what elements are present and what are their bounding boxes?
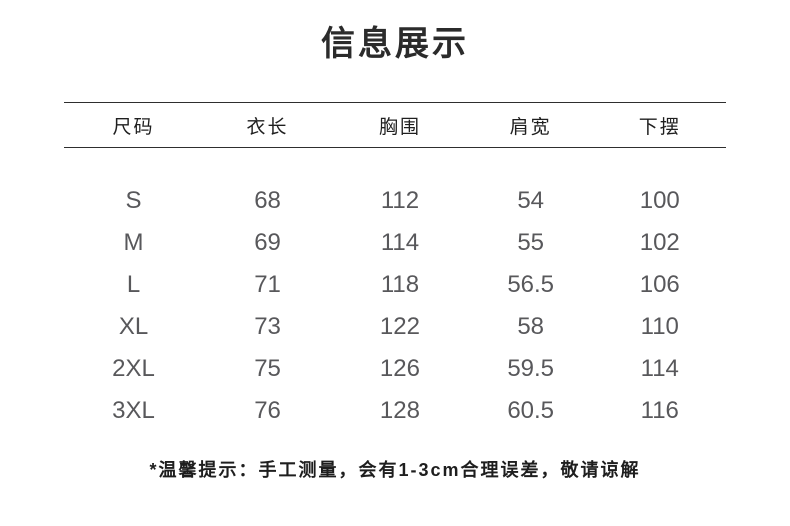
table-cell: 122 <box>379 313 420 340</box>
size-cell: L <box>126 271 141 298</box>
size-table: 尺码 衣长 胸围 肩宽 下摆 S 68 112 54 100 M 69 114 55 102 L 71 118 5… <box>64 102 726 432</box>
table-cell: 110 <box>640 313 679 340</box>
column-header: 肩宽 <box>509 116 552 138</box>
table-row: 3XL 76 128 60.5 116 <box>64 390 726 432</box>
table-row: S 68 112 54 100 <box>64 180 726 222</box>
table-cell: 75 <box>254 355 281 382</box>
measurement-disclaimer: *温馨提示：手工测量，会有1-3cm合理误差，敬请谅解 <box>149 460 641 480</box>
table-cell: 69 <box>254 229 281 256</box>
table-cell: 100 <box>639 187 680 214</box>
table-cell: 112 <box>380 187 420 214</box>
table-cell: 68 <box>254 187 281 214</box>
table-row: L 71 118 56.5 106 <box>64 264 726 306</box>
table-cell: 128 <box>379 397 420 424</box>
size-cell: 2XL <box>112 355 155 382</box>
column-header: 下摆 <box>638 116 681 138</box>
table-cell: 59.5 <box>507 355 555 382</box>
table-cell: 106 <box>639 271 680 298</box>
table-row: M 69 114 55 102 <box>64 222 726 264</box>
table-cell: 114 <box>640 355 679 382</box>
size-cell: 3XL <box>112 397 155 424</box>
table-body: S 68 112 54 100 M 69 114 55 102 L 71 118 56.5 106 XL 73 1… <box>64 148 726 432</box>
size-cell: S <box>125 187 142 214</box>
table-header-row: 尺码 衣长 胸围 肩宽 下摆 <box>64 102 726 148</box>
size-cell: M <box>123 229 144 256</box>
column-header: 胸围 <box>378 116 421 138</box>
table-cell: 55 <box>517 229 545 256</box>
table-cell: 116 <box>640 397 679 424</box>
table-cell: 76 <box>254 397 281 424</box>
table-cell: 54 <box>517 187 545 214</box>
table-row: XL 73 122 58 110 <box>64 306 726 348</box>
table-cell: 73 <box>254 313 281 340</box>
table-cell: 60.5 <box>507 397 555 424</box>
page-title: 信息展示 <box>321 25 469 63</box>
table-cell: 102 <box>639 229 680 256</box>
table-cell: 58 <box>517 313 545 340</box>
size-cell: XL <box>118 313 149 340</box>
column-header: 衣长 <box>246 116 289 138</box>
table-cell: 114 <box>380 229 420 256</box>
table-cell: 71 <box>254 271 281 298</box>
column-header: 尺码 <box>112 116 155 138</box>
table-cell: 56.5 <box>507 271 555 298</box>
table-row: 2XL 75 126 59.5 114 <box>64 348 726 390</box>
table-cell: 126 <box>379 355 420 382</box>
table-cell: 118 <box>380 271 420 298</box>
